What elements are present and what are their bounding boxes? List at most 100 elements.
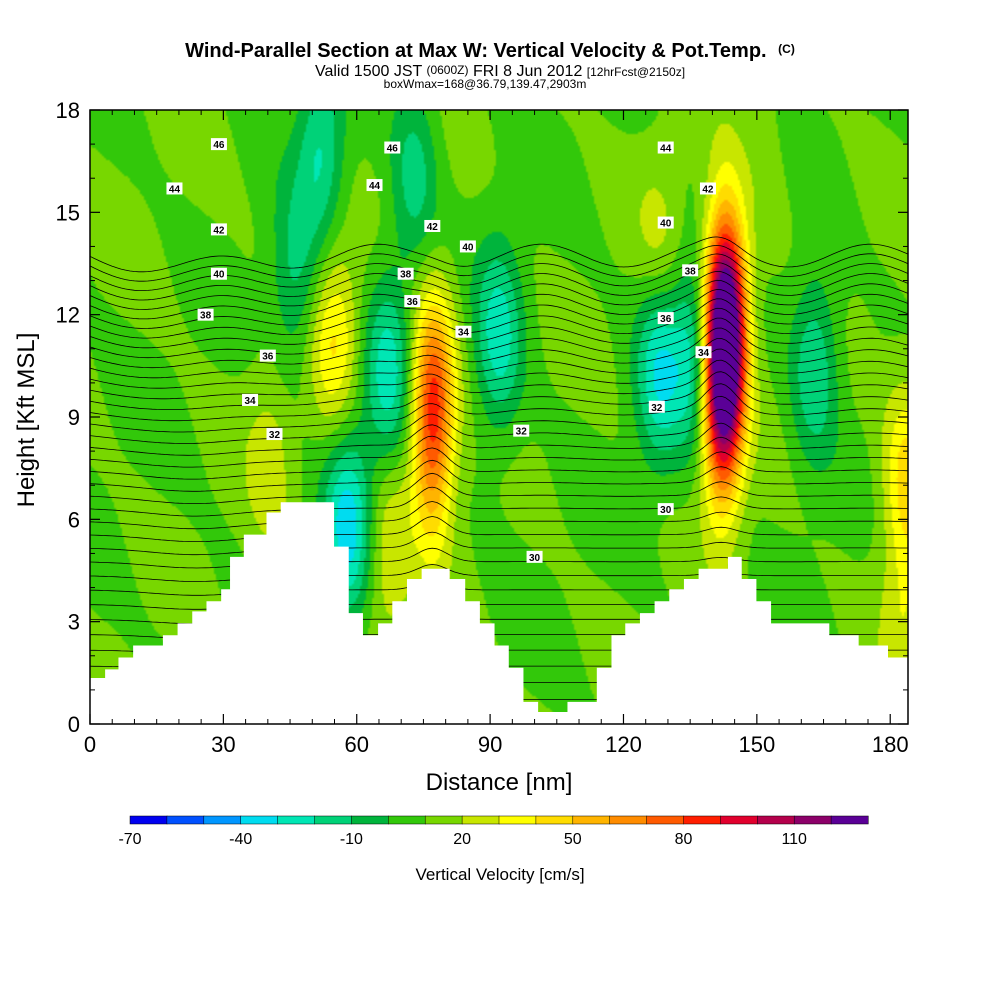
colorbar-swatch	[388, 815, 426, 825]
theta-contour-line	[90, 245, 908, 282]
x-tick-label: 120	[605, 732, 642, 757]
theta-contour-label: 30	[526, 550, 543, 564]
colorbar-swatch	[351, 815, 389, 825]
svg-text:42: 42	[213, 225, 225, 236]
colorbar-swatch	[793, 815, 832, 825]
x-tick-label: 60	[344, 732, 368, 757]
colorbar-tick-label: 50	[564, 831, 582, 848]
svg-text:42: 42	[702, 184, 714, 195]
theta-contour-label: 36	[404, 295, 421, 308]
theta-contour-line	[90, 271, 908, 310]
theta-contour-line	[90, 307, 908, 349]
svg-text:34: 34	[458, 328, 470, 339]
theta-contour-line	[90, 253, 908, 291]
x-axis-label: Distance [nm]	[426, 769, 573, 796]
valid-utc: (0600Z)	[426, 63, 468, 77]
theta-contour-label: 38	[197, 308, 214, 322]
colorbar-swatch	[720, 815, 758, 825]
y-tick-label: 18	[56, 98, 80, 123]
chart-title-main: Wind-Parallel Section at Max W: Vertical…	[185, 40, 766, 62]
svg-text:46: 46	[213, 140, 225, 151]
theta-contour-line	[90, 395, 908, 433]
colorbar-swatch	[535, 815, 574, 825]
chart-title-sup: (C)	[778, 42, 795, 56]
theta-contour-label: 30	[657, 503, 674, 516]
svg-text:42: 42	[427, 222, 439, 233]
svg-text:40: 40	[660, 219, 672, 230]
x-axis-ticks: 0 30 60 90 120 150 180	[84, 110, 909, 757]
theta-contour-label: 40	[459, 240, 476, 253]
colorbar-swatch	[498, 815, 537, 825]
colorbar-swatch	[683, 815, 721, 825]
theta-contour-line	[90, 422, 908, 456]
theta-contour-label: 42	[424, 219, 441, 233]
y-tick-label: 12	[56, 303, 80, 328]
theta-contour-line	[90, 236, 908, 273]
svg-text:36: 36	[262, 352, 274, 363]
theta-contour-line	[90, 298, 908, 339]
valid-time: Valid 1500 JST	[315, 63, 423, 80]
theta-contour-label: 36	[657, 312, 674, 325]
svg-text:44: 44	[660, 144, 672, 155]
theta-contour-label: 46	[384, 141, 401, 155]
colorbar-swatch	[424, 815, 463, 825]
x-tick-label: 0	[84, 732, 96, 757]
svg-text:38: 38	[685, 266, 697, 277]
y-tick-label: 6	[68, 507, 80, 532]
theta-contour-line	[90, 459, 908, 492]
theta-contour-line	[90, 279, 908, 320]
theta-contour-label: 44	[657, 141, 674, 155]
x-tick-label: 30	[211, 732, 235, 757]
svg-text:34: 34	[244, 396, 256, 407]
theta-contour-label: 32	[266, 428, 283, 441]
svg-text:44: 44	[169, 184, 181, 195]
x-tick-label: 90	[478, 732, 502, 757]
svg-text:30: 30	[529, 553, 541, 564]
svg-text:30: 30	[660, 505, 672, 516]
terrain-mask	[90, 502, 908, 724]
theta-contour-line	[90, 348, 908, 389]
chart-title: Wind-Parallel Section at Max W: Vertical…	[185, 40, 795, 62]
theta-contour-line	[90, 371, 908, 410]
colorbar-tick-label: -40	[229, 831, 252, 848]
x-tick-label: 150	[738, 732, 775, 757]
theta-contour-label: 42	[699, 182, 716, 195]
colorbar: -70 -40 -10 20 50 80 110	[118, 815, 869, 848]
colorbar-tick-label: -10	[340, 831, 363, 848]
theta-contour-label: 38	[397, 267, 414, 281]
theta-contour-line	[90, 472, 908, 504]
theta-contour-label: 36	[259, 349, 276, 363]
colorbar-swatch	[129, 815, 168, 825]
theta-contour-label: 34	[242, 393, 259, 407]
chart-subtitle: Valid 1500 JST (0600Z) FRI 8 Jun 2012 [1…	[315, 61, 685, 80]
colorbar-tick-label: 110	[781, 831, 807, 848]
theta-contour-line	[90, 359, 908, 400]
theta-contour-label: 32	[513, 424, 530, 438]
colorbar-swatch	[166, 815, 205, 825]
colorbar-swatch	[757, 815, 795, 825]
colorbar-swatch	[461, 815, 500, 825]
theta-contour-line	[90, 262, 908, 301]
colorbar-swatch	[830, 815, 869, 825]
theta-contour-line	[90, 338, 908, 379]
theta-contour-label: 46	[210, 138, 227, 151]
theta-contour-line	[90, 435, 908, 468]
colorbar-title: Vertical Velocity [cm/s]	[415, 865, 584, 884]
theta-contour-line	[90, 383, 908, 422]
colorbar-swatch	[609, 815, 648, 825]
theta-contour-line	[90, 447, 908, 480]
svg-text:32: 32	[269, 430, 281, 441]
colorbar-swatch	[314, 815, 352, 825]
svg-text:38: 38	[400, 270, 412, 281]
colorbar-tick-label: 20	[453, 831, 471, 848]
theta-contour-line	[90, 486, 908, 517]
theta-contour-label: 44	[366, 179, 383, 192]
theta-contour-label: 34	[695, 346, 712, 359]
svg-text:40: 40	[462, 242, 474, 253]
colorbar-swatch	[203, 815, 242, 825]
colorbar-tick-label: -70	[118, 831, 141, 848]
theta-contour-label: 32	[648, 400, 665, 414]
svg-text:36: 36	[660, 314, 672, 325]
svg-text:38: 38	[200, 311, 212, 322]
